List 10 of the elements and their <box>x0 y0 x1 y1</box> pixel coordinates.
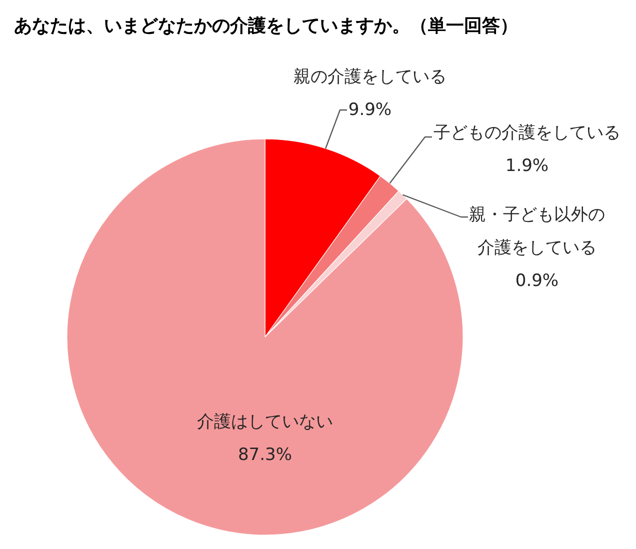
data-label: 9.9% <box>348 100 392 120</box>
pie-slice <box>66 138 464 536</box>
slice-label: 子どもの介護をしている <box>434 123 620 143</box>
chart-title: あなたは、いまどなたかの介護をしていますか。（単一回答） <box>14 16 518 36</box>
data-label: 0.9% <box>515 271 559 291</box>
slice-label: 介護はしていない <box>197 412 333 432</box>
slice-label: 親・子ども以外の介護をしている <box>469 205 605 258</box>
data-label: 1.9% <box>505 156 549 176</box>
data-label: 87.3% <box>238 445 292 465</box>
slice-label: 親の介護をしている <box>294 67 446 87</box>
